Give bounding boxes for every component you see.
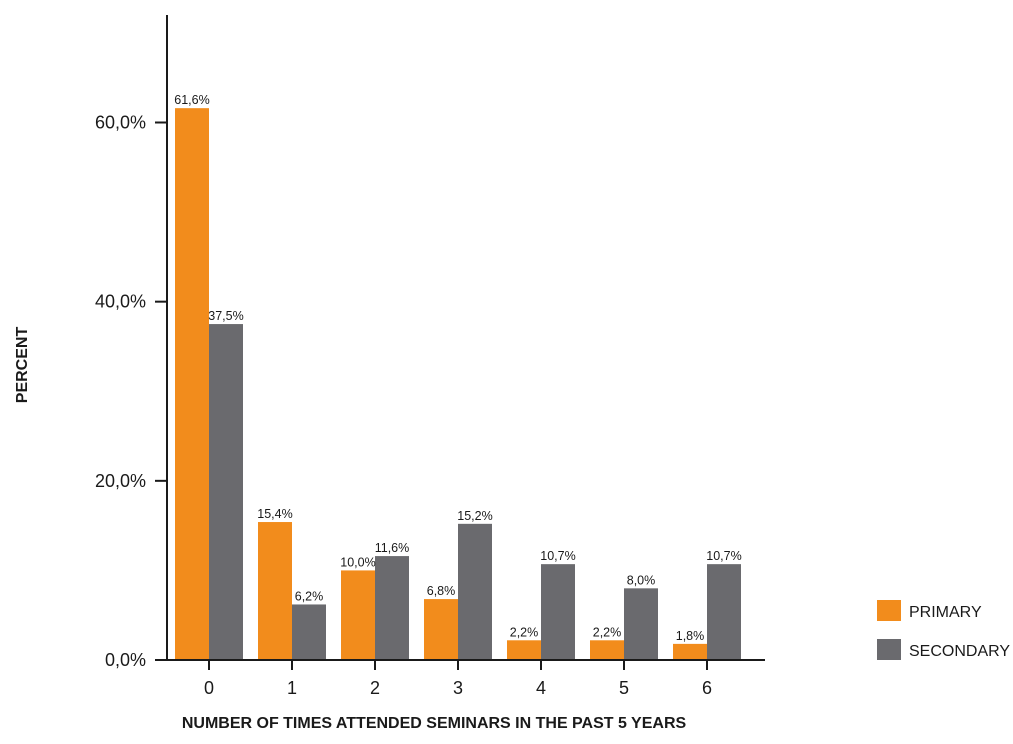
bar-primary	[424, 599, 458, 660]
legend-swatch-primary	[877, 600, 901, 621]
data-label: 11,6%	[375, 541, 410, 555]
y-axis-title: PERCENT	[14, 327, 31, 404]
legend-swatch-secondary	[877, 639, 901, 660]
data-label: 61,6%	[174, 93, 209, 107]
bar-secondary	[292, 604, 326, 660]
legend-label-secondary: SECONDARY	[909, 643, 1010, 660]
data-label: 10,7%	[706, 549, 741, 563]
data-label: 37,5%	[208, 309, 243, 323]
bar-secondary	[707, 564, 741, 660]
x-tick-label: 5	[619, 678, 629, 698]
bar-primary	[673, 643, 707, 660]
legend: PRIMARY SECONDARY	[877, 600, 1010, 660]
data-label: 6,8%	[427, 584, 456, 598]
x-axis-title: NUMBER OF TIMES ATTENDED SEMINARS IN THE…	[182, 715, 687, 732]
bar-secondary	[541, 564, 575, 660]
bar-secondary	[624, 588, 658, 660]
x-tick-label: 1	[287, 678, 297, 698]
data-label: 15,2%	[457, 509, 492, 523]
data-label: 1,8%	[676, 629, 705, 643]
bar-secondary	[375, 556, 409, 660]
y-tick-label: 40,0%	[95, 292, 146, 312]
data-label: 10,7%	[540, 549, 575, 563]
x-tick-label: 6	[702, 678, 712, 698]
bar-secondary	[458, 523, 492, 660]
y-tick-label: 60,0%	[95, 113, 146, 133]
y-tick-label: 20,0%	[95, 471, 146, 491]
data-label: 2,2%	[593, 625, 622, 639]
y-tick-label: 0,0%	[105, 650, 146, 670]
data-label: 6,2%	[295, 589, 324, 603]
x-tick-label: 0	[204, 678, 214, 698]
x-tick-label: 4	[536, 678, 546, 698]
data-labels-layer: 61,6% 15,4% 10,0% 6,8% 2,2% 2,2% 1,8% 37,5% 6,2%…	[174, 93, 741, 643]
bars-layer	[175, 108, 741, 660]
bar-primary	[258, 522, 292, 660]
x-tick-label: 3	[453, 678, 463, 698]
y-ticks-layer: 0,0% 20,0% 40,0% 60,0%	[95, 113, 167, 670]
legend-label-primary: PRIMARY	[909, 604, 982, 621]
data-label: 15,4%	[257, 507, 292, 521]
bar-secondary	[209, 324, 243, 660]
data-label: 10,0%	[340, 555, 375, 569]
bar-primary	[507, 640, 541, 660]
data-label: 8,0%	[627, 573, 656, 587]
x-ticks-layer: 0 1 2 3 4 5 6	[204, 660, 712, 698]
data-label: 2,2%	[510, 625, 539, 639]
x-tick-label: 2	[370, 678, 380, 698]
bar-primary	[341, 570, 375, 660]
bar-primary	[175, 108, 209, 660]
bar-primary	[590, 640, 624, 660]
